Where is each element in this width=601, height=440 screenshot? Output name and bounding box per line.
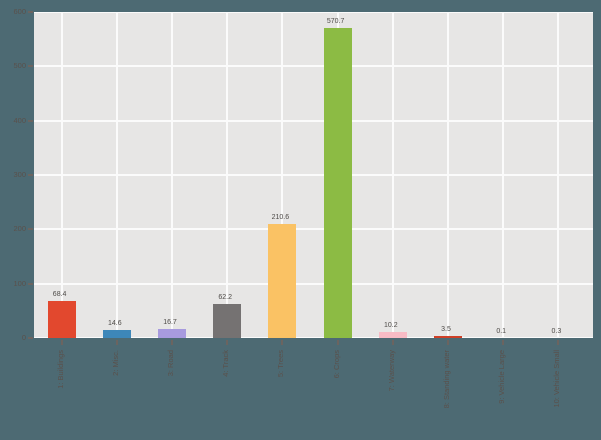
bar-value-label: 62.2	[218, 294, 232, 302]
gridline-h	[34, 228, 593, 231]
gridline-v	[557, 12, 560, 338]
y-tick-label: 300	[13, 170, 26, 179]
y-tick	[28, 11, 33, 13]
x-tick-label: 8: Standing water	[442, 350, 451, 409]
x-tick	[60, 340, 63, 345]
y-tick	[28, 65, 33, 68]
x-tick	[336, 340, 339, 345]
bar-2	[102, 330, 131, 338]
bar-8	[434, 336, 462, 338]
bar-1	[47, 300, 76, 338]
bar-value-label: 14.6	[107, 320, 122, 328]
gridline-h	[34, 119, 593, 122]
gridline-v	[60, 12, 63, 338]
bar-6	[323, 27, 352, 338]
x-tick-label: 1: Buildings	[55, 350, 65, 389]
gridline-h	[34, 337, 593, 338]
x-tick-label: 7: Waterway	[386, 350, 396, 392]
y-tick	[28, 174, 33, 176]
bar-value-label: 16.7	[163, 318, 177, 326]
gridline-v	[226, 12, 229, 338]
x-tick	[391, 340, 394, 345]
gridline-v	[391, 12, 394, 338]
x-tick-label: 6: Crops	[331, 350, 341, 379]
bar-value-label: 68.4	[52, 290, 67, 298]
bar-value-label: 0.3	[551, 327, 562, 335]
y-tick	[28, 228, 33, 231]
gridline-h	[34, 65, 593, 68]
gridline-v	[281, 12, 284, 338]
x-tick-label: 10: Vehicle Small	[552, 350, 562, 408]
y-tick	[28, 282, 33, 285]
plot-area: 68.4 14.6 16.7 62.2 210.6 570.7 10.2 3.5 0.1 0.3	[34, 12, 593, 338]
x-tick	[502, 340, 505, 345]
x-tick	[557, 340, 560, 345]
gridline-v	[115, 12, 118, 338]
x-tick-label: 9: Vehicle Large	[497, 350, 507, 404]
x-tick	[226, 340, 229, 345]
x-tick	[281, 340, 284, 345]
y-tick	[28, 119, 33, 122]
x-tick	[171, 340, 173, 345]
gridline-h	[34, 282, 593, 285]
x-tick	[115, 340, 118, 345]
gridline-h	[34, 12, 593, 13]
gridline-v	[171, 12, 173, 338]
x-tick-label: 5: Trees	[276, 350, 286, 378]
x-tick-label: 3: Road	[166, 350, 175, 377]
bar-3	[158, 328, 186, 338]
y-tick-label: 0	[21, 333, 26, 342]
bar-5	[268, 223, 297, 338]
bar-7	[378, 332, 407, 338]
gridline-v	[502, 12, 505, 338]
y-tick-label: 600	[13, 7, 26, 16]
bar-value-label: 210.6	[271, 213, 290, 221]
gridline-h	[34, 174, 593, 176]
y-tick	[28, 337, 33, 339]
bar-value-label: 10.2	[383, 322, 398, 330]
y-tick-label: 400	[13, 115, 26, 125]
x-tick-label: 4: Track	[221, 350, 231, 377]
x-tick-label: 2: Misc.	[110, 350, 120, 376]
bar-value-label: 0.1	[496, 327, 507, 335]
gridline-v	[447, 12, 449, 338]
x-tick	[447, 340, 449, 345]
y-tick-label: 100	[13, 278, 26, 288]
y-tick-label: 500	[13, 61, 26, 71]
bar-value-label: 3.5	[441, 326, 451, 334]
bar-value-label: 570.7	[326, 17, 345, 25]
bar-4	[213, 304, 242, 338]
y-tick-label: 200	[13, 224, 26, 234]
